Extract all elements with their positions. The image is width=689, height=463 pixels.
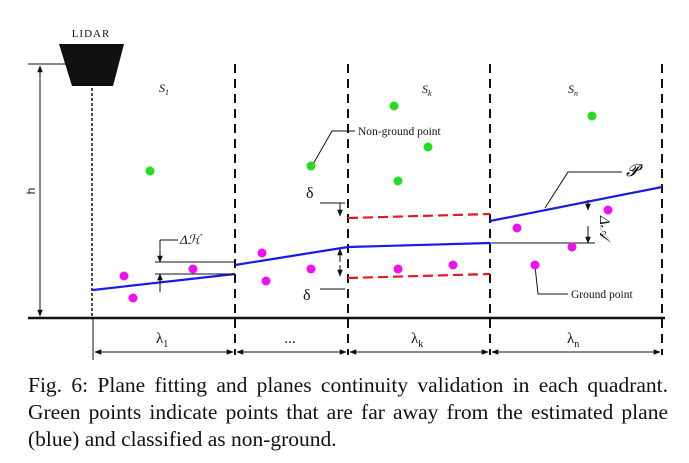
- delta-upper-indicator: δ: [306, 185, 345, 262]
- diagram: LIDAR h S1 Sk Sn Δℋ: [24, 28, 665, 360]
- delta-a-label: Δ𝒜: [596, 215, 612, 244]
- bottom-dimensions: [92, 318, 661, 360]
- height-label: h: [24, 188, 38, 195]
- segment-label-sk: Sk: [422, 82, 432, 98]
- non-ground-point: [423, 142, 433, 152]
- ground-point: [128, 293, 138, 303]
- non-ground-callout: Non-ground point: [311, 126, 442, 167]
- delta-h-label: Δℋ: [179, 232, 203, 247]
- non-ground-label: Non-ground point: [358, 126, 442, 138]
- ground-point: [567, 242, 577, 252]
- lidar-icon: [59, 44, 124, 86]
- ground-points: [119, 205, 613, 303]
- delta-h-indicator: Δℋ: [155, 232, 235, 292]
- caption-text: Plane fitting and planes continuity vali…: [28, 373, 669, 451]
- non-ground-point: [587, 111, 597, 121]
- ellipsis-label: ...: [284, 331, 295, 347]
- ground-point: [261, 276, 271, 286]
- delta-upper-label: δ: [306, 185, 314, 202]
- ground-point: [512, 223, 522, 233]
- ground-point: [530, 260, 540, 270]
- caption-prefix: Fig. 6:: [28, 373, 89, 397]
- ground-point: [188, 264, 198, 274]
- delta-lower-label: δ: [303, 287, 311, 304]
- ground-point: [603, 205, 613, 215]
- threshold-lines: [347, 212, 491, 280]
- non-ground-point: [306, 161, 316, 171]
- figure-caption: Fig. 6: Plane fitting and planes continu…: [28, 372, 668, 453]
- lambda-k-label: λk: [411, 331, 423, 350]
- ground-point: [448, 260, 458, 270]
- ground-label: Ground point: [571, 289, 633, 301]
- lidar-sensor: LIDAR: [59, 28, 124, 318]
- delta-lower-indicator: δ: [303, 265, 345, 304]
- plane-s2: [234, 245, 349, 267]
- delta-a-indicator: Δ𝒜: [490, 200, 612, 244]
- height-dimension: h: [24, 63, 90, 317]
- ground-point: [119, 271, 129, 281]
- ground-callout: Ground point: [534, 265, 633, 301]
- plane-label: 𝓟: [626, 161, 643, 180]
- lambda-1-label: λ1: [156, 331, 168, 350]
- ground-point: [306, 264, 316, 274]
- lambda-n-label: λn: [567, 331, 579, 350]
- segment-dividers: [234, 64, 663, 355]
- ground-point: [393, 264, 403, 274]
- segment-label-sn: Sn: [568, 82, 578, 98]
- plane-sk: [347, 241, 491, 249]
- threshold-lower: [347, 272, 491, 280]
- non-ground-point: [389, 101, 399, 111]
- segment-label-s1: S1: [159, 81, 169, 97]
- lidar-label: LIDAR: [72, 28, 111, 40]
- plane-sn: [489, 185, 663, 223]
- fitted-planes: [92, 185, 663, 292]
- non-ground-points: [145, 101, 597, 186]
- plane-s1: [92, 272, 236, 292]
- non-ground-point: [145, 166, 155, 176]
- non-ground-point: [393, 176, 403, 186]
- threshold-upper: [347, 212, 491, 220]
- ground-point: [257, 248, 267, 258]
